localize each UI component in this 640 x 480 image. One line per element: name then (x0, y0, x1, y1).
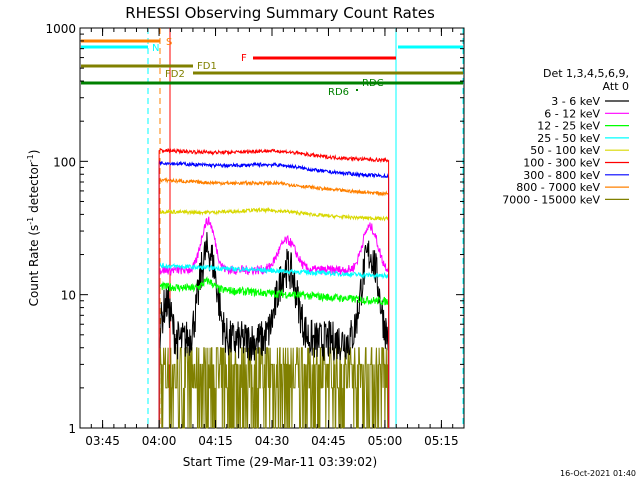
x-axis-label: Start Time (29-Mar-11 03:39:02) (183, 455, 377, 469)
legend-entry-label: 100 - 300 keV (523, 157, 600, 170)
flag-layer: SN F FD1 FD2 RD6 RDC (81, 28, 464, 428)
legend-entry-label: 800 - 7000 keV (516, 181, 600, 194)
x-tick-label: 05:00 (368, 434, 403, 448)
series-line (158, 232, 390, 429)
series-line (158, 206, 390, 429)
series-line (158, 216, 390, 429)
legend-entry-label: 25 - 50 keV (537, 132, 600, 145)
legend-header-attenuator: Att 0 (603, 80, 629, 93)
series-layer (158, 147, 390, 429)
y-tick-label: 100 (53, 155, 76, 169)
axes-layer: 1 10 100 1000 03:45 04:00 04:15 04:30 04:45 05:00… (45, 22, 465, 448)
series-line (158, 275, 390, 429)
x-tick-label: 04:00 (142, 434, 177, 448)
legend-header-detectors: Det 1,3,4,5,6,9, (543, 67, 629, 80)
flag-label-s: S (166, 37, 172, 48)
timestamp: 16-Oct-2021 01:40 (560, 469, 636, 478)
legend-entry-label: 6 - 12 keV (544, 107, 600, 120)
y-axis-label: Count Rate (s-1 detector-1) (26, 150, 41, 307)
x-tick-label: 04:45 (311, 434, 346, 448)
rd6-dot (356, 89, 358, 91)
flag-label-rdc: RDC (362, 78, 384, 89)
y-tick-label: 10 (61, 289, 76, 303)
series-line (158, 147, 390, 429)
x-tick-label: 04:30 (255, 434, 290, 448)
flag-label-fd2: FD2 (165, 69, 185, 80)
series-line (158, 262, 390, 429)
series-line (158, 347, 390, 429)
series-line (158, 177, 390, 429)
series-line (158, 159, 390, 429)
legend-entry-label: 12 - 25 keV (537, 120, 600, 133)
legend-entry-label: 50 - 100 keV (530, 144, 600, 157)
legend-entry-label: 300 - 800 keV (523, 169, 600, 182)
legend-entry-label: 7000 - 15000 keV (502, 193, 600, 206)
y-tick-label: 1 (68, 422, 76, 436)
flag-label-f: F (241, 53, 247, 64)
x-tick-label: 04:15 (198, 434, 233, 448)
legend-entry-label: 3 - 6 keV (551, 95, 600, 108)
chart-title: RHESSI Observing Summary Count Rates (125, 4, 435, 22)
x-tick-label: 05:15 (424, 434, 459, 448)
flag-label-n: N (152, 43, 159, 54)
y-tick-label: 1000 (45, 22, 76, 36)
x-tick-label: 03:45 (85, 434, 120, 448)
flag-label-rd6: RD6 (328, 87, 349, 98)
flag-label-fd1: FD1 (197, 61, 217, 72)
plot-frame (79, 27, 465, 429)
